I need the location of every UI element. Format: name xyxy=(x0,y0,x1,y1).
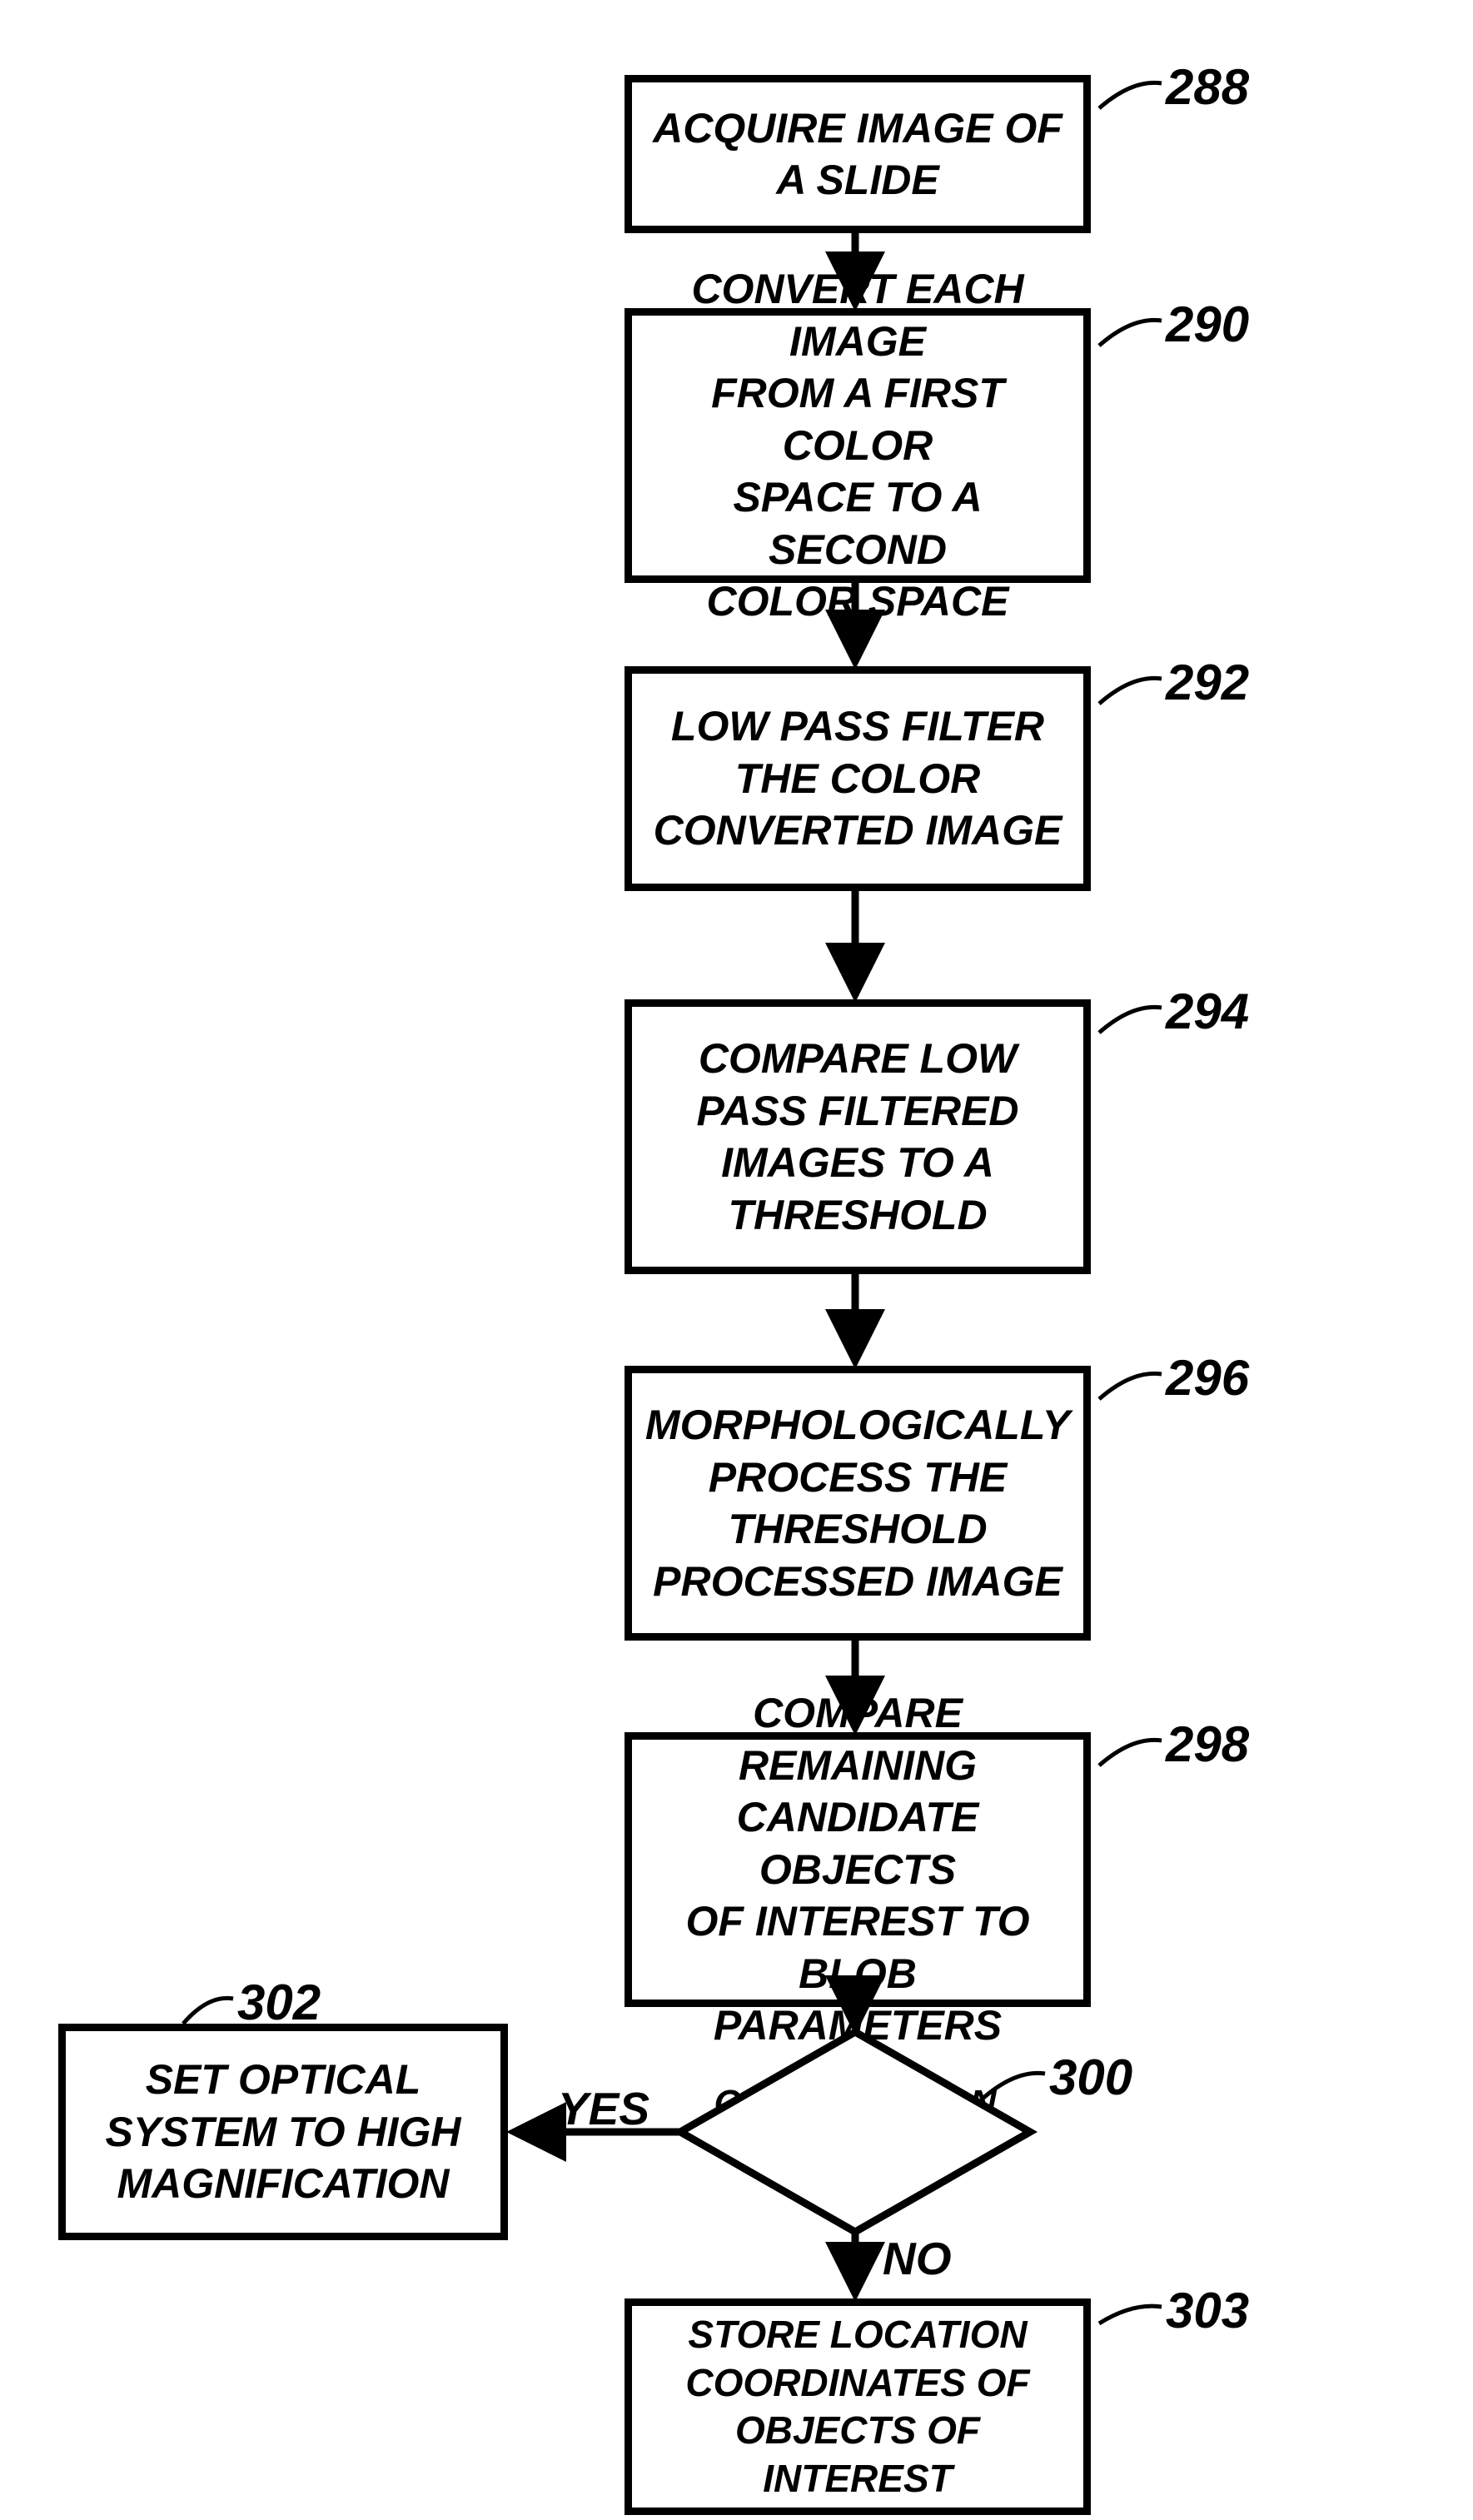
leader-290 xyxy=(1099,320,1162,346)
ref-292: 292 xyxy=(1166,654,1249,711)
node-294-text: COMPARE LOWPASS FILTEREDIMAGES TO ATHRES… xyxy=(696,1033,1018,1241)
node-298: COMPARE REMAININGCANDIDATE OBJECTSOF INT… xyxy=(625,1732,1091,2007)
edge-no-label: NO xyxy=(883,2232,952,2285)
node-303-text: STORE LOCATIONCOORDINATES OFOBJECTS OFIN… xyxy=(685,2311,1029,2503)
node-292-text: LOW PASS FILTERTHE COLORCONVERTED IMAGE xyxy=(654,700,1062,857)
ref-296: 296 xyxy=(1166,1349,1249,1407)
node-296-text: MORPHOLOGICALLYPROCESS THETHRESHOLDPROCE… xyxy=(645,1399,1070,1607)
node-302: SET OPTICALSYSTEM TO HIGHMAGNIFICATION xyxy=(58,2024,508,2240)
leader-294 xyxy=(1099,1007,1162,1033)
node-288-text: ACQUIRE IMAGE OFA SLIDE xyxy=(653,102,1062,207)
leader-292 xyxy=(1099,678,1162,704)
ref-290: 290 xyxy=(1166,296,1249,353)
flowchart-canvas: ACQUIRE IMAGE OFA SLIDE CONVERT EACH IMA… xyxy=(0,0,1473,2520)
ref-302: 302 xyxy=(237,1974,321,2031)
leader-288 xyxy=(1099,82,1162,108)
node-290: CONVERT EACH IMAGEFROM A FIRST COLORSPAC… xyxy=(625,308,1091,583)
node-288: ACQUIRE IMAGE OFA SLIDE xyxy=(625,75,1091,233)
node-300-text: CONFIRMATION? xyxy=(714,2083,997,2168)
node-292: LOW PASS FILTERTHE COLORCONVERTED IMAGE xyxy=(625,666,1091,891)
node-290-text: CONVERT EACH IMAGEFROM A FIRST COLORSPAC… xyxy=(649,263,1067,628)
ref-294: 294 xyxy=(1166,983,1249,1040)
edge-yes-label: YES xyxy=(558,2082,649,2135)
node-294: COMPARE LOWPASS FILTEREDIMAGES TO ATHRES… xyxy=(625,999,1091,1274)
ref-303: 303 xyxy=(1166,2282,1249,2339)
node-302-text: SET OPTICALSYSTEM TO HIGHMAGNIFICATION xyxy=(106,2054,461,2210)
node-303: STORE LOCATIONCOORDINATES OFOBJECTS OFIN… xyxy=(625,2298,1091,2515)
node-298-text: COMPARE REMAININGCANDIDATE OBJECTSOF INT… xyxy=(649,1687,1067,2052)
leader-303 xyxy=(1099,2306,1162,2323)
node-300-text-container: CONFIRMATION? xyxy=(680,2082,1030,2170)
ref-288: 288 xyxy=(1166,58,1249,116)
leader-296 xyxy=(1099,1373,1162,1399)
leader-302 xyxy=(183,1998,233,2024)
ref-298: 298 xyxy=(1166,1716,1249,1773)
ref-300: 300 xyxy=(1049,2049,1132,2106)
node-296: MORPHOLOGICALLYPROCESS THETHRESHOLDPROCE… xyxy=(625,1366,1091,1641)
leader-298 xyxy=(1099,1740,1162,1765)
